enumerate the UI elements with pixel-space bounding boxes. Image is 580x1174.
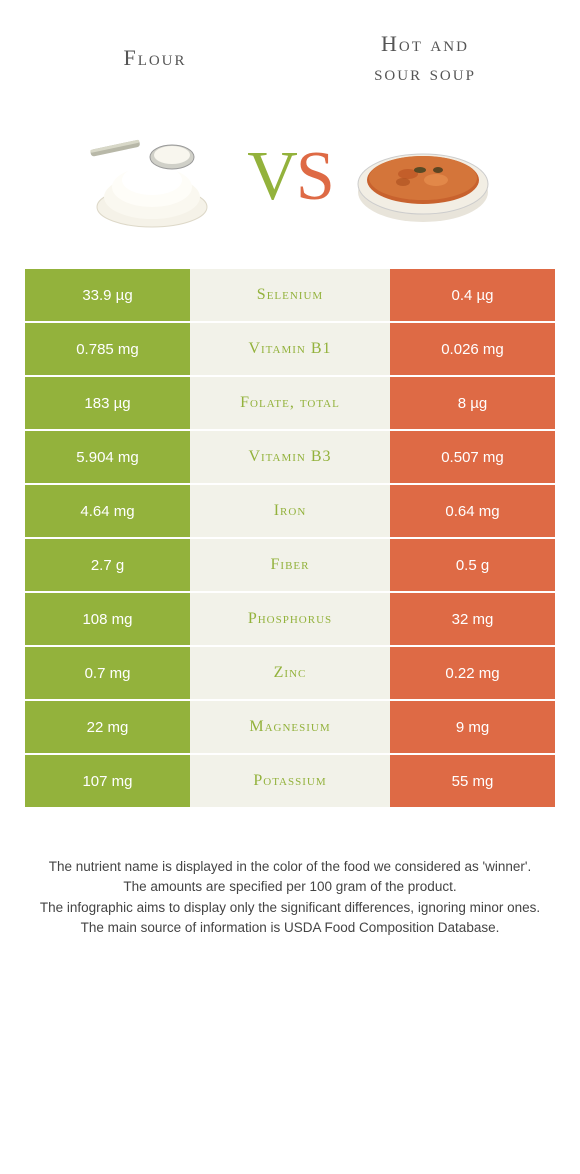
nutrient-row: 0.7 mgZinc0.22 mg <box>25 645 555 699</box>
nutrient-name: Phosphorus <box>190 593 390 645</box>
nutrient-name: Zinc <box>190 647 390 699</box>
nutrient-row: 108 mgPhosphorus32 mg <box>25 591 555 645</box>
left-value: 4.64 mg <box>25 485 190 537</box>
nutrient-name: Iron <box>190 485 390 537</box>
left-value: 22 mg <box>25 701 190 753</box>
right-value: 0.026 mg <box>390 323 555 375</box>
right-value: 0.64 mg <box>390 485 555 537</box>
nutrient-name: Fiber <box>190 539 390 591</box>
right-value: 8 µg <box>390 377 555 429</box>
images-row: VS <box>0 97 580 267</box>
left-value: 107 mg <box>25 755 190 807</box>
flour-image <box>77 117 237 237</box>
right-food-title: Hot and sour soup <box>290 30 560 87</box>
footer-line-3: The infographic aims to display only the… <box>35 898 545 918</box>
right-value: 32 mg <box>390 593 555 645</box>
right-value: 0.5 g <box>390 539 555 591</box>
right-value: 0.22 mg <box>390 647 555 699</box>
left-value: 0.785 mg <box>25 323 190 375</box>
vs-v: V <box>247 138 296 215</box>
left-value: 33.9 µg <box>25 269 190 321</box>
nutrient-row: 33.9 µgSelenium0.4 µg <box>25 267 555 321</box>
left-value: 5.904 mg <box>25 431 190 483</box>
right-value: 0.4 µg <box>390 269 555 321</box>
nutrient-table: 33.9 µgSelenium0.4 µg0.785 mgVitamin B10… <box>25 267 555 807</box>
nutrient-name: Vitamin B3 <box>190 431 390 483</box>
nutrient-row: 0.785 mgVitamin B10.026 mg <box>25 321 555 375</box>
left-value: 0.7 mg <box>25 647 190 699</box>
left-value: 108 mg <box>25 593 190 645</box>
footer-line-4: The main source of information is USDA F… <box>35 918 545 938</box>
right-value: 0.507 mg <box>390 431 555 483</box>
footer-line-2: The amounts are specified per 100 gram o… <box>35 877 545 897</box>
footer-notes: The nutrient name is displayed in the co… <box>35 857 545 938</box>
left-food-title: Flour <box>20 30 290 87</box>
right-value: 9 mg <box>390 701 555 753</box>
footer-line-1: The nutrient name is displayed in the co… <box>35 857 545 877</box>
nutrient-row: 4.64 mgIron0.64 mg <box>25 483 555 537</box>
nutrient-row: 2.7 gFiber0.5 g <box>25 537 555 591</box>
vs-s: S <box>296 138 333 215</box>
nutrient-row: 22 mgMagnesium9 mg <box>25 699 555 753</box>
nutrient-name: Vitamin B1 <box>190 323 390 375</box>
nutrient-row: 183 µgFolate, total8 µg <box>25 375 555 429</box>
soup-image <box>343 117 503 237</box>
nutrient-row: 5.904 mgVitamin B30.507 mg <box>25 429 555 483</box>
nutrient-row: 107 mgPotassium55 mg <box>25 753 555 807</box>
nutrient-name: Magnesium <box>190 701 390 753</box>
left-value: 183 µg <box>25 377 190 429</box>
vs-label: VS <box>247 137 333 217</box>
left-value: 2.7 g <box>25 539 190 591</box>
right-value: 55 mg <box>390 755 555 807</box>
header-row: Flour Hot and sour soup <box>0 0 580 97</box>
nutrient-name: Folate, total <box>190 377 390 429</box>
nutrient-name: Selenium <box>190 269 390 321</box>
nutrient-name: Potassium <box>190 755 390 807</box>
